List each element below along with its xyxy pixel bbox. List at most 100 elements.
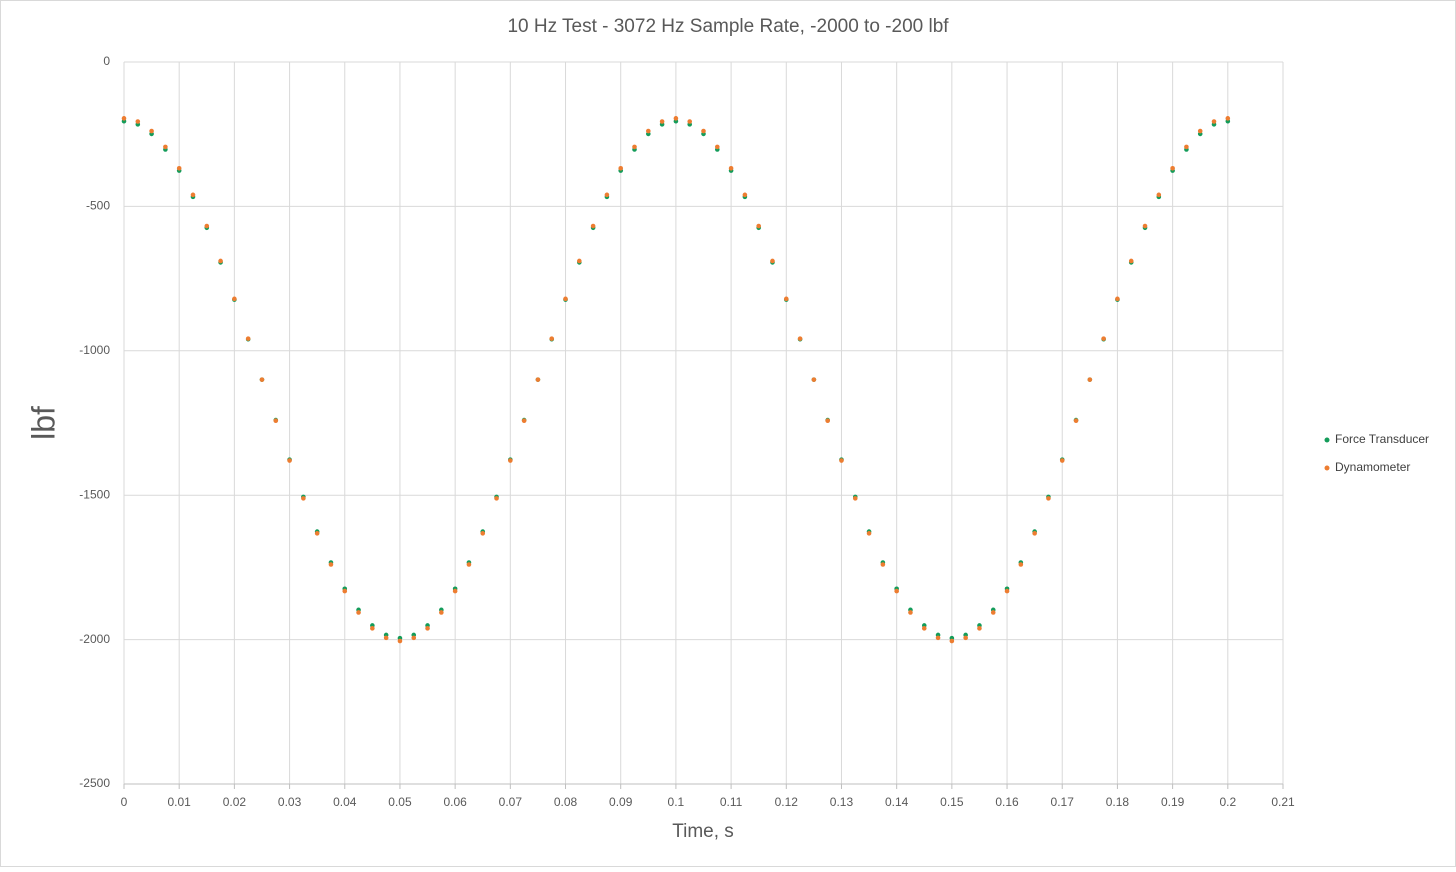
data-point xyxy=(287,458,292,463)
data-point xyxy=(590,223,596,229)
data-point xyxy=(1211,119,1217,124)
data-point xyxy=(577,258,582,264)
data-point xyxy=(521,418,527,423)
data-point xyxy=(604,192,610,198)
x-tick-label: 0.08 xyxy=(554,795,578,809)
data-point xyxy=(1046,496,1051,501)
x-tick-label: 0.11 xyxy=(720,795,743,809)
data-point xyxy=(218,258,223,264)
data-point xyxy=(301,496,306,501)
data-point xyxy=(990,610,996,615)
data-point xyxy=(535,377,541,382)
data-point xyxy=(494,496,499,501)
data-point xyxy=(563,296,568,302)
data-point xyxy=(1018,562,1024,567)
data-point xyxy=(1225,116,1231,121)
y-tick-label: -2500 xyxy=(79,776,110,790)
data-point xyxy=(1197,128,1203,134)
data-point xyxy=(342,588,348,594)
data-point xyxy=(949,638,955,644)
x-tick-label: 0.16 xyxy=(995,795,1019,809)
data-point xyxy=(866,531,872,536)
data-point xyxy=(466,562,472,567)
data-point xyxy=(632,144,637,150)
data-point xyxy=(508,458,513,463)
x-tick-label: 0.02 xyxy=(223,795,247,809)
legend-marker xyxy=(1324,437,1330,443)
x-tick-label: 0.2 xyxy=(1219,795,1236,809)
data-point xyxy=(921,626,927,631)
data-point xyxy=(356,610,361,615)
data-point xyxy=(1115,296,1120,302)
data-point xyxy=(1101,336,1106,341)
x-tick-label: 0.1 xyxy=(668,795,685,809)
data-point xyxy=(314,531,320,536)
legend-label: Force Transducer xyxy=(1335,432,1429,446)
y-tick-label: -1000 xyxy=(79,343,110,357)
data-point xyxy=(176,165,182,171)
data-point xyxy=(383,635,389,641)
data-point xyxy=(1004,588,1010,594)
data-point xyxy=(328,562,334,567)
data-point xyxy=(797,336,803,341)
data-point xyxy=(149,128,154,134)
data-point xyxy=(756,223,761,229)
data-point xyxy=(135,119,141,124)
x-tick-label: 0.09 xyxy=(609,795,633,809)
data-point xyxy=(245,336,251,341)
data-point xyxy=(204,223,210,229)
x-tick-label: 0.12 xyxy=(775,795,799,809)
data-point xyxy=(880,562,886,567)
data-point xyxy=(701,128,706,134)
data-point xyxy=(673,116,679,121)
chart-title: 10 Hz Test - 3072 Hz Sample Rate, -2000 … xyxy=(507,16,949,37)
data-point xyxy=(1142,223,1148,229)
data-point xyxy=(1032,531,1037,536)
data-point xyxy=(659,119,665,124)
data-point xyxy=(1087,377,1093,382)
y-axis-label: lbf xyxy=(25,406,61,440)
x-tick-label: 0.05 xyxy=(388,795,412,809)
data-point xyxy=(908,610,913,615)
data-point xyxy=(728,165,734,171)
x-tick-label: 0.04 xyxy=(333,795,357,809)
x-tick-label: 0.01 xyxy=(168,795,192,809)
data-point xyxy=(783,296,789,302)
y-tick-label: -500 xyxy=(86,199,110,213)
y-tick-label: 0 xyxy=(103,54,110,68)
x-tick-label: 0.15 xyxy=(940,795,964,809)
data-point xyxy=(480,531,486,536)
data-point xyxy=(963,635,968,641)
data-point xyxy=(770,258,775,264)
x-axis-label: Time, s xyxy=(672,821,734,842)
x-tick-label: 0 xyxy=(121,795,128,809)
legend-marker xyxy=(1324,465,1330,471)
legend-label: Dynamometer xyxy=(1335,460,1410,474)
data-point xyxy=(273,418,279,423)
data-point xyxy=(439,610,444,615)
data-point xyxy=(894,588,899,594)
x-tick-label: 0.13 xyxy=(830,795,854,809)
data-point xyxy=(163,144,168,150)
data-point xyxy=(1184,144,1189,150)
x-tick-label: 0.21 xyxy=(1271,795,1295,809)
data-point xyxy=(370,626,375,631)
data-point xyxy=(1170,165,1175,171)
x-tick-label: 0.14 xyxy=(885,795,909,809)
data-point xyxy=(825,418,830,423)
data-point xyxy=(232,296,237,302)
data-point xyxy=(977,626,982,631)
data-point xyxy=(259,377,265,382)
data-point xyxy=(425,626,430,631)
y-tick-label: -1500 xyxy=(79,487,110,501)
data-point xyxy=(190,192,196,198)
data-point xyxy=(397,638,403,644)
data-point xyxy=(714,144,720,150)
data-point xyxy=(742,192,748,198)
data-point xyxy=(687,119,693,124)
data-point xyxy=(1073,418,1079,423)
data-point xyxy=(852,496,858,501)
data-point xyxy=(411,635,417,641)
